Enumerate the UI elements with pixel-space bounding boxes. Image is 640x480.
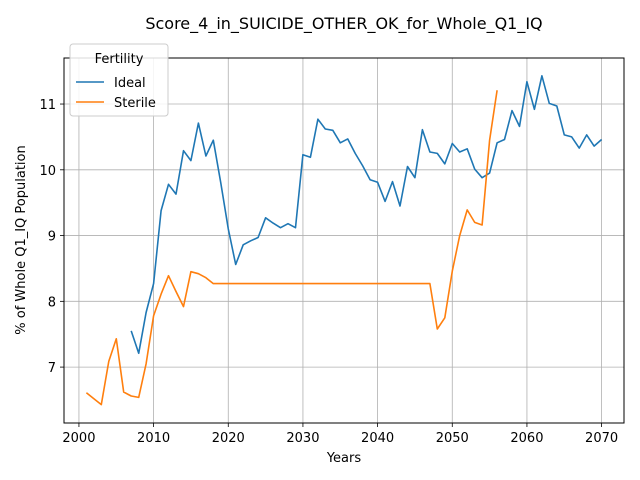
series-line-sterile	[85, 90, 498, 406]
legend-title: Fertility	[95, 52, 144, 67]
x-tick-label: 2020	[212, 431, 245, 446]
chart-title: Score_4_in_SUICIDE_OTHER_OK_for_Whole_Q1…	[145, 14, 542, 34]
series-layer	[85, 75, 603, 406]
x-tick-label: 2040	[361, 431, 394, 446]
series-line-ideal	[130, 75, 603, 355]
y-tick-label: 11	[39, 98, 56, 113]
y-tick-label: 7	[48, 361, 56, 376]
legend-box	[69, 43, 169, 117]
y-axis: 7 8 9 10 11	[39, 98, 64, 376]
x-tick-label: 2000	[62, 431, 95, 446]
legend: Fertility Ideal Sterile	[69, 43, 169, 117]
y-axis-label: % of Whole Q1_IQ Population	[14, 145, 29, 334]
grid	[64, 58, 624, 423]
x-tick-label: 2070	[585, 431, 618, 446]
x-tick-label: 2030	[286, 431, 319, 446]
y-tick-label: 8	[48, 295, 56, 310]
x-tick-label: 2050	[436, 431, 469, 446]
x-tick-label: 2010	[137, 431, 170, 446]
x-tick-label: 2060	[510, 431, 543, 446]
legend-label-sterile: Sterile	[114, 96, 156, 111]
plot-frame	[63, 57, 625, 424]
x-axis-label: Years	[326, 451, 362, 466]
x-axis: 2000 2010 2020 2030 2040 2050 2060 2070	[62, 423, 618, 446]
y-tick-label: 9	[48, 230, 56, 245]
legend-label-ideal: Ideal	[114, 76, 146, 91]
y-tick-label: 10	[39, 164, 56, 179]
